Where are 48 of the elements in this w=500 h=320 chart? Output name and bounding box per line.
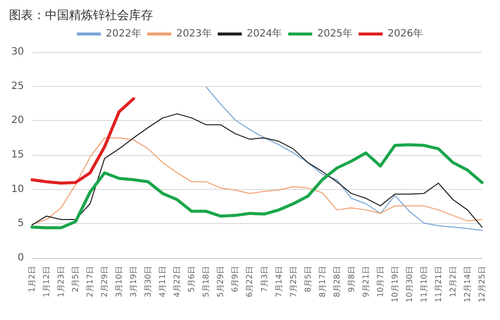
y-tick-label: 20 (11, 115, 24, 126)
y-tick-label: 15 (11, 150, 24, 160)
y-tick-label: 5 (18, 218, 24, 230)
x-tick-label: 3月10日 (114, 266, 124, 298)
x-tick-label: 9月21日 (361, 266, 370, 298)
legend-label: 2024年 (246, 28, 282, 40)
x-tick-label: 12月2日 (448, 266, 458, 298)
x-tick-label: 2月17日 (86, 266, 95, 298)
legend-label: 2026年 (388, 28, 424, 40)
x-tick-label: 2月5日 (71, 266, 80, 292)
x-tick-label: 8月5日 (303, 266, 312, 292)
line-series (30, 97, 136, 185)
line-series (32, 113, 482, 228)
x-tick-label: 5月18日 (202, 266, 211, 298)
x-tick-label: 8月28日 (332, 266, 342, 298)
chart-title: 图表：中国精炼锌社会库存 (9, 8, 153, 22)
y-tick-label: 25 (11, 80, 24, 92)
x-tick-label: 6月22日 (245, 266, 254, 298)
x-tick-label: 8月17日 (318, 266, 327, 298)
legend-label: 2025年 (317, 28, 353, 40)
x-tick-label: 11月10日 (419, 266, 428, 302)
line-series (206, 86, 482, 232)
x-tick-label: 1月23日 (56, 266, 66, 298)
x-tick-label: 7月25日 (288, 266, 298, 298)
x-tick-label: 5月6日 (187, 266, 196, 292)
x-tick-label: 10月7日 (376, 266, 385, 298)
x-tick-label: 10月30日 (404, 266, 414, 302)
x-tick-label: 5月29日 (216, 266, 226, 298)
legend-label: 2023年 (176, 28, 212, 40)
x-tick-label: 11月21日 (434, 266, 443, 302)
y-tick-label: 10 (11, 184, 24, 195)
x-tick-label: 3月30日 (144, 266, 153, 298)
x-tick-label: 4月11日 (158, 266, 168, 298)
x-tick-label: 12月25日 (478, 266, 486, 302)
legend-label: 2022年 (106, 28, 142, 40)
x-tick-label: 1月12日 (42, 266, 52, 298)
x-tick-label: 7月3日 (260, 266, 269, 292)
x-tick-label: 10月19日 (390, 266, 400, 302)
x-tick-label: 6月9日 (230, 266, 240, 292)
y-tick-label: 30 (11, 46, 24, 58)
x-tick-label: 3月19日 (129, 266, 138, 298)
y-tick-label: 0 (18, 252, 24, 264)
x-tick-label: 2月29日 (100, 266, 110, 298)
x-tick-label: 9月8日 (346, 266, 356, 292)
x-tick-label: 1月2日 (28, 266, 36, 292)
x-tick-label: 12月14日 (462, 266, 472, 302)
x-tick-label: 7月14日 (274, 266, 284, 298)
x-tick-label: 4月22日 (172, 266, 182, 298)
